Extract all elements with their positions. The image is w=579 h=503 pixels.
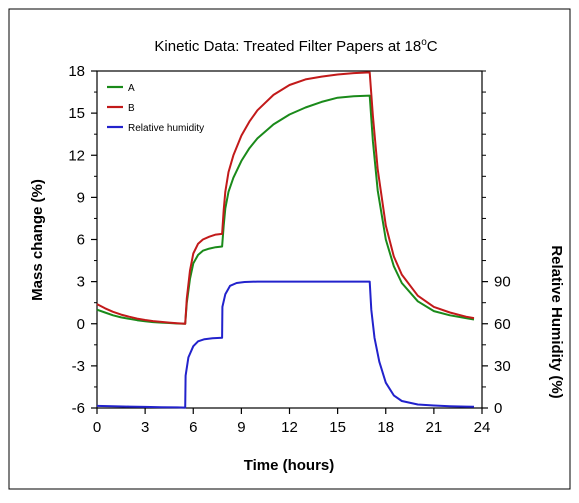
x-tick-label: 3 [141, 419, 149, 436]
figure-border [8, 8, 571, 490]
series-layer [96, 71, 475, 409]
y-tick-label: 3 [77, 274, 85, 291]
y2-tick-label: 30 [494, 358, 511, 375]
y-tick-label: -3 [72, 358, 85, 375]
y2-axis-title: Relative Humidity (%) [548, 245, 565, 398]
chart-title-superscript: o [421, 37, 427, 48]
x-tick-label: 24 [474, 419, 491, 436]
series-line-b [96, 71, 475, 325]
y-tick-label: 12 [68, 147, 85, 164]
x-tick-label: 15 [329, 419, 346, 436]
y2-tick-label: 60 [494, 316, 511, 333]
y-tick-label: 18 [68, 63, 85, 80]
chart-title-suffix: C [427, 38, 438, 55]
y-tick-label: 9 [77, 189, 85, 206]
x-tick-label: 18 [377, 419, 394, 436]
x-tick-label: 9 [237, 419, 245, 436]
y-tick-label: 6 [77, 232, 85, 249]
y-tick-label: 0 [77, 316, 85, 333]
y-tick-label: 15 [68, 105, 85, 122]
y-axis-left: -6 -3 0 3 6 9 12 15 18 [68, 63, 97, 417]
legend-label: B [128, 103, 135, 114]
y-axis-right: 0 30 60 90 [482, 70, 511, 417]
y2-tick-label: 90 [494, 274, 511, 291]
x-tick-label: 6 [189, 419, 197, 436]
x-axis: 0 3 6 9 12 15 18 21 24 [93, 408, 491, 436]
series-line-relative-humidity [96, 280, 475, 409]
chart-title: Kinetic Data: Treated Filter Papers at 1… [154, 37, 437, 55]
x-tick-label: 21 [426, 419, 443, 436]
x-axis-title: Time (hours) [244, 457, 335, 474]
x-tick-label: 0 [93, 419, 101, 436]
y-tick-label: -6 [72, 400, 85, 417]
legend-label: Relative humidity [128, 123, 204, 134]
y2-tick-label: 0 [494, 400, 502, 417]
legend: AB Relative humidity [107, 83, 204, 134]
y-axis-title: Mass change (%) [29, 179, 46, 301]
x-tick-label: 12 [281, 419, 298, 436]
legend-label: A [128, 83, 135, 94]
